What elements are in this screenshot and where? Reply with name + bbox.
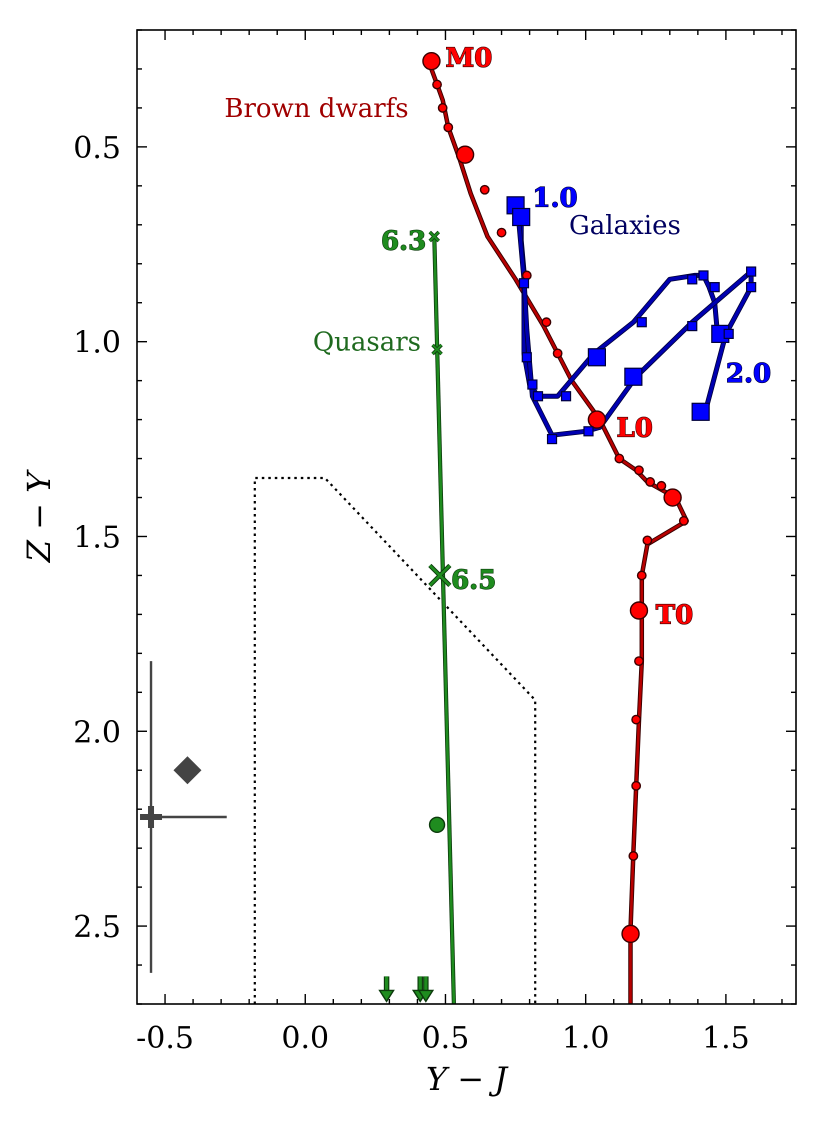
brown-dwarf-point-16 [678,515,689,526]
brown-dwarf-point-20 [634,656,644,667]
brown-dwarf-point-21 [631,714,642,725]
annotation-brown-dwarfs: Brown dwarfs [224,94,408,124]
brown-dwarf-point-17 [642,535,653,546]
brown-dwarf-point-12 [634,465,644,476]
brown-dwarf-point-2 [437,103,448,113]
plot-frame [136,29,797,1005]
brown-dwarf-point-23 [628,851,639,861]
brown-dwarf-point-0 [422,51,441,71]
galaxy-point-18 [746,266,757,277]
x-tick-label: 1.5 [702,1021,750,1056]
galaxy-point-13 [687,274,698,285]
galaxy-point-17 [723,328,734,339]
error-bar [140,661,227,973]
galaxy-point-14 [698,270,709,281]
annotation-galaxies: Galaxies [569,211,681,241]
y-tick-label: 1.5 [73,520,121,555]
brown-dwarf-label-L0: L0 [617,413,653,443]
selection-box [253,476,537,1004]
galaxy-point-15 [709,282,720,293]
x-tick-label: 0.0 [281,1021,329,1056]
brown-dwarf-point-15 [663,488,682,507]
brown-dwarf-point-6 [496,227,507,238]
brown-dwarf-label-T0: T0 [656,600,693,630]
brown-dwarf-point-14 [656,480,667,491]
y-tick-label: 0.5 [73,131,121,166]
brown-dwarf-point-5 [479,184,490,195]
quasar-upper-limit-1 [378,976,395,1003]
brown-dwarf-point-11 [614,453,625,464]
y-axis-label: Z − Y [20,469,58,563]
galaxy-point-5 [532,391,544,402]
x-tick-label: -0.5 [136,1021,194,1056]
galaxy-point-3 [521,352,532,363]
galaxy-label-2.0: 2.0 [726,359,771,389]
galaxy-point-1 [512,207,531,227]
annotation-quasars: Quasars [313,328,421,358]
quasar-point-0 [428,230,440,243]
brown-dwarf-label-M0: M0 [445,43,492,73]
brown-dwarf-point-3 [443,122,454,133]
galaxy-point-4 [527,379,538,390]
brown-dwarf-point-1 [432,79,442,90]
galaxy-point-19 [746,282,757,293]
y-tick-label: 1.0 [73,326,121,361]
quasar-point-1 [431,343,443,356]
galaxy-point-11 [636,317,647,328]
x-tick-label: 1.0 [562,1021,610,1056]
galaxy-point-6 [546,433,558,445]
galaxy-label-1.0: 1.0 [532,184,577,214]
galaxy-point-20 [691,402,710,421]
y-tick-label: 2.0 [73,715,121,750]
brown-dwarf-point-18 [636,570,647,581]
x-axis-label: Y − J [426,1060,509,1098]
galaxy-point-7 [560,391,572,402]
quasar-label-6.3: 6.3 [381,226,426,256]
brown-dwarf-point-13 [645,477,656,487]
galaxy-point-9 [587,348,606,367]
brown-dwarf-point-9 [552,348,563,359]
diamond-point [173,756,202,785]
quasar-label-6.5: 6.5 [451,565,496,595]
x-tick-label: 0.5 [422,1021,470,1056]
brown-dwarf-point-10 [587,410,607,429]
galaxy-point-12 [687,320,698,332]
galaxy-point-10 [624,367,643,386]
brown-dwarf-point-22 [631,780,642,791]
brown-dwarf-point-24 [621,924,640,944]
y-tick-label: 2.5 [73,910,121,945]
galaxy-point-8 [583,426,594,437]
brown-dwarf-point-19 [629,601,649,620]
galaxy-point-2 [518,278,530,289]
quasar-detection-point [428,816,446,833]
brown-dwarf-point-4 [455,145,475,164]
brown-dwarf-point-8 [541,317,552,328]
quasar-line [433,236,456,1004]
quasar-point-2 [428,563,452,588]
quasar-upper-limit-3 [417,976,435,1003]
